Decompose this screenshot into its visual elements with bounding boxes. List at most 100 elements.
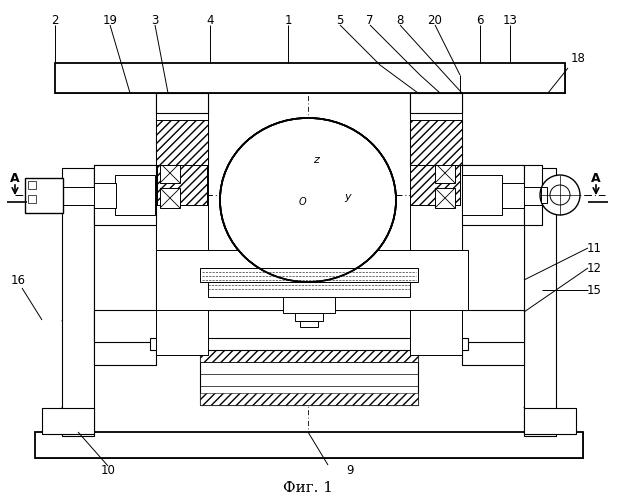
Bar <box>156 250 468 310</box>
Bar <box>115 175 155 215</box>
Bar <box>300 321 318 327</box>
Bar <box>25 178 63 213</box>
Bar <box>524 168 556 436</box>
Bar <box>524 165 542 225</box>
Bar <box>157 150 207 205</box>
Text: 5: 5 <box>336 14 343 26</box>
Ellipse shape <box>220 118 396 282</box>
Bar <box>410 93 462 167</box>
Bar <box>410 165 462 355</box>
Bar <box>160 188 180 208</box>
Bar <box>435 163 455 183</box>
Bar <box>156 93 208 167</box>
Text: A: A <box>591 172 601 184</box>
Bar <box>410 93 462 167</box>
Bar <box>42 408 94 434</box>
Bar <box>62 168 94 436</box>
Bar <box>541 187 547 203</box>
Bar <box>208 282 410 297</box>
Bar <box>156 93 208 113</box>
Bar <box>524 168 556 436</box>
Bar <box>462 165 524 365</box>
Bar <box>55 63 565 93</box>
Bar <box>42 408 94 434</box>
Bar <box>94 310 524 342</box>
Bar <box>410 120 462 165</box>
Bar <box>200 350 418 362</box>
Bar <box>158 148 166 156</box>
Text: 11: 11 <box>587 242 601 254</box>
Text: 16: 16 <box>11 274 25 286</box>
Bar <box>410 150 460 205</box>
Bar <box>435 188 455 208</box>
Text: A: A <box>10 172 20 184</box>
Text: 3: 3 <box>151 14 159 26</box>
Text: Фиг. 1: Фиг. 1 <box>283 481 333 495</box>
Bar <box>410 165 462 355</box>
Bar <box>35 432 583 458</box>
Bar <box>410 93 462 113</box>
Bar <box>35 432 583 458</box>
Bar <box>94 165 156 365</box>
Circle shape <box>550 185 570 205</box>
Bar <box>200 268 418 282</box>
Text: 7: 7 <box>366 14 374 26</box>
Text: 15: 15 <box>587 284 601 296</box>
Bar <box>157 150 207 205</box>
Circle shape <box>540 175 580 215</box>
Bar <box>28 195 36 203</box>
Bar <box>156 120 208 165</box>
Bar <box>160 163 180 183</box>
Text: 18: 18 <box>570 52 585 64</box>
Bar <box>156 120 208 165</box>
Bar <box>524 165 542 225</box>
Text: z: z <box>313 155 319 165</box>
Bar <box>156 113 208 123</box>
Bar <box>28 181 36 189</box>
Ellipse shape <box>220 118 396 282</box>
Bar <box>156 93 208 167</box>
Bar <box>410 120 462 165</box>
Bar <box>94 310 524 342</box>
Text: 13: 13 <box>503 14 518 26</box>
Bar <box>94 165 156 225</box>
Bar <box>157 150 207 205</box>
Text: 2: 2 <box>51 14 59 26</box>
Bar <box>295 313 323 321</box>
Text: y: y <box>345 192 352 202</box>
Bar <box>62 187 94 205</box>
Bar <box>62 168 94 436</box>
Bar <box>462 175 502 215</box>
Bar <box>200 350 418 405</box>
Bar <box>524 408 576 434</box>
Bar <box>524 408 576 434</box>
Text: 12: 12 <box>587 262 601 274</box>
Bar <box>524 187 542 205</box>
Bar <box>462 165 524 365</box>
Bar <box>94 165 156 225</box>
Bar <box>156 165 208 355</box>
Bar <box>283 297 335 313</box>
Bar <box>502 183 524 208</box>
Bar <box>462 165 524 225</box>
Bar <box>410 150 460 205</box>
Text: 6: 6 <box>476 14 484 26</box>
Text: 8: 8 <box>396 14 404 26</box>
Bar <box>156 120 208 165</box>
Bar <box>150 338 468 350</box>
Text: 9: 9 <box>346 464 354 476</box>
Bar <box>150 338 468 350</box>
Text: 20: 20 <box>428 14 443 26</box>
Bar <box>94 183 116 208</box>
Text: 19: 19 <box>102 14 118 26</box>
Text: O: O <box>298 197 306 207</box>
Bar <box>156 250 468 310</box>
Bar <box>452 148 460 156</box>
Text: 4: 4 <box>206 14 214 26</box>
Bar <box>55 63 565 93</box>
Bar <box>410 150 460 205</box>
Bar <box>410 120 462 165</box>
Bar <box>94 165 156 365</box>
Text: 1: 1 <box>284 14 292 26</box>
Bar <box>156 93 208 113</box>
